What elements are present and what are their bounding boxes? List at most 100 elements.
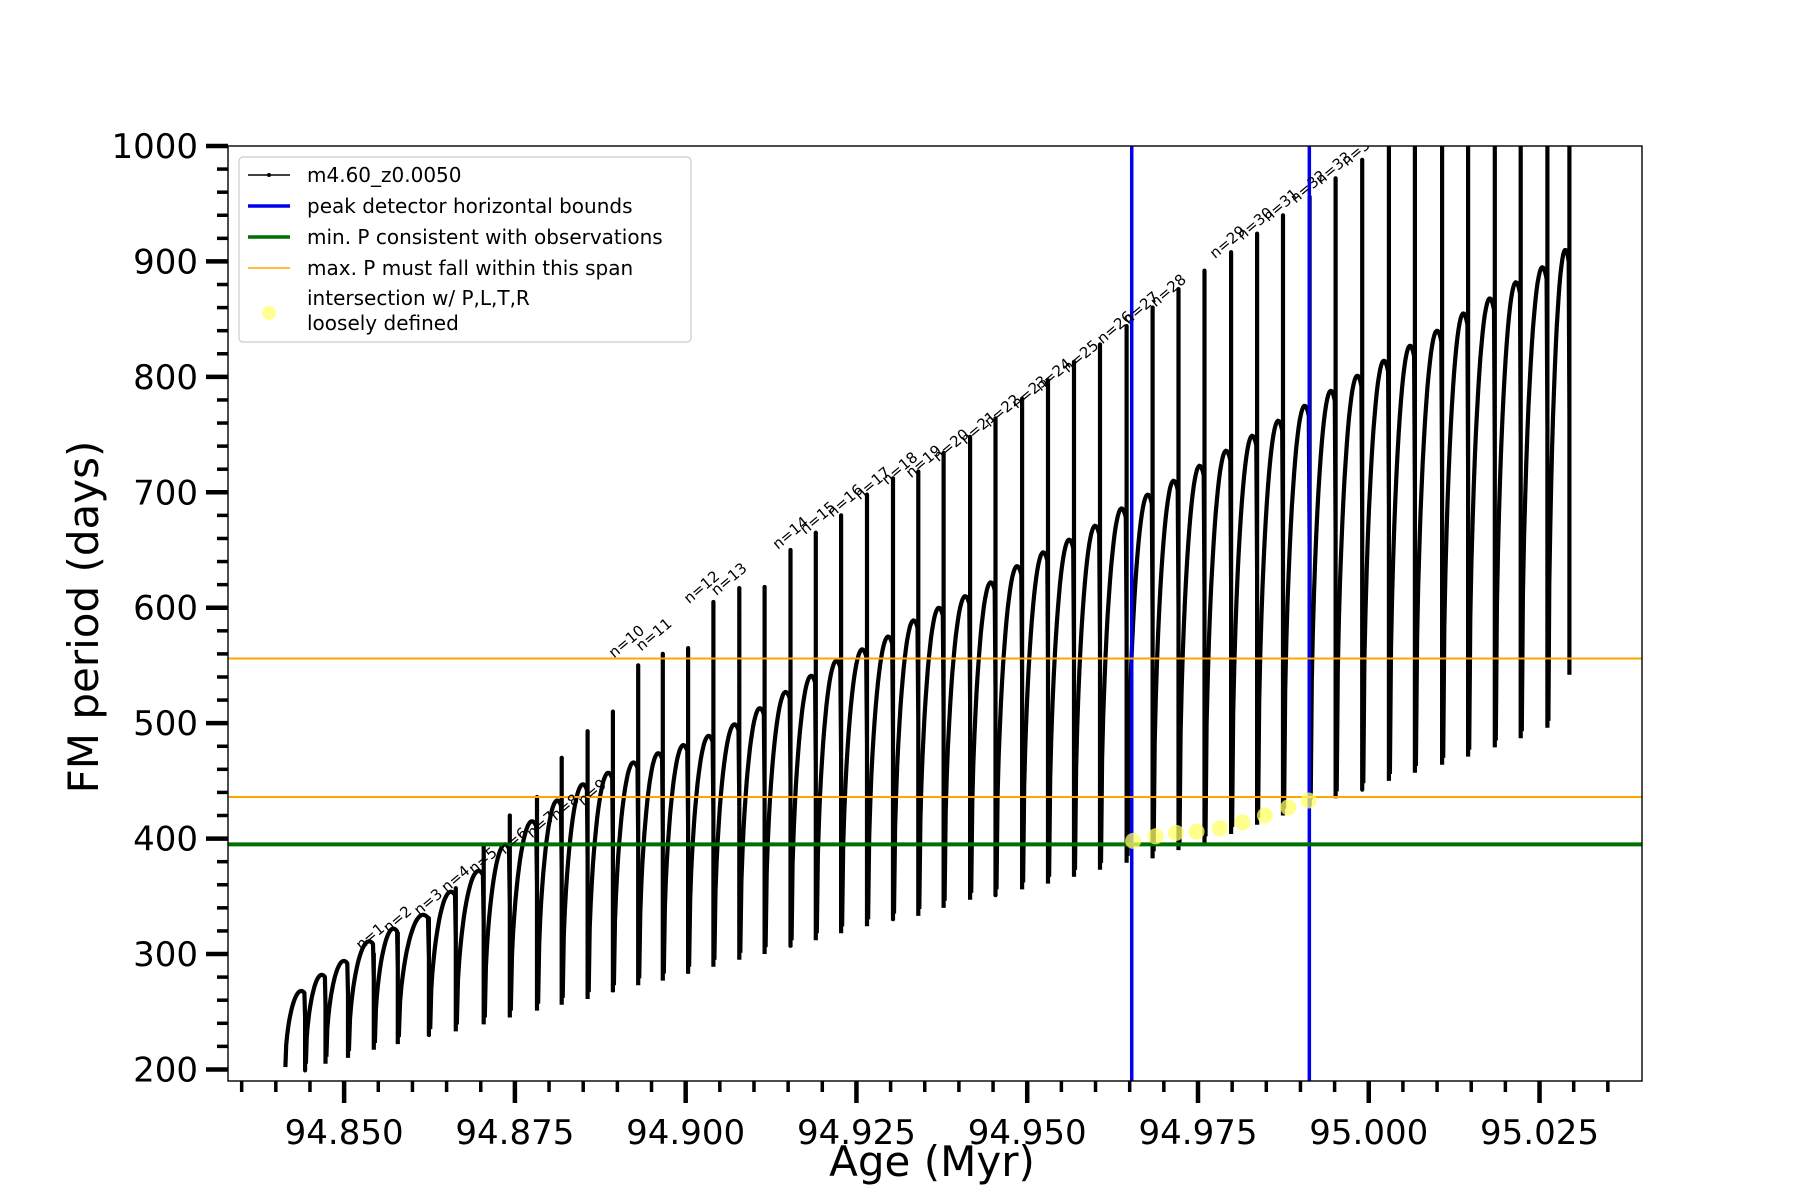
pulse-marker xyxy=(711,681,716,685)
pulse-marker xyxy=(611,772,615,777)
pulse-marker xyxy=(1046,558,1050,563)
pulse-marker xyxy=(737,739,742,743)
pulse-marker xyxy=(1281,366,1285,371)
pulse-marker xyxy=(636,717,641,722)
pulse-marker xyxy=(1440,252,1444,256)
legend-label: max. P must fall within this span xyxy=(307,256,633,280)
pulse-marker xyxy=(1413,441,1417,445)
pulse-marker xyxy=(891,593,895,598)
pulse-marker xyxy=(788,602,793,606)
pulse-marker xyxy=(1466,234,1470,238)
pulse-marker xyxy=(1150,395,1155,400)
pulse-marker xyxy=(371,952,376,956)
pulse-marker xyxy=(1440,531,1444,535)
pulse-marker xyxy=(1333,572,1338,577)
pulse-marker xyxy=(1255,429,1259,434)
pulse-marker xyxy=(1492,405,1497,409)
pulse-marker xyxy=(1360,410,1365,414)
pulse-marker xyxy=(1333,455,1338,460)
pulse-marker xyxy=(1545,324,1550,328)
pulse-marker xyxy=(1150,629,1155,634)
pulse-marker xyxy=(993,479,998,484)
pulse-marker xyxy=(686,817,690,821)
pulse-marker xyxy=(916,685,921,690)
pulse-marker xyxy=(1202,511,1207,516)
pulse-marker xyxy=(865,699,869,704)
pulse-marker xyxy=(1150,566,1155,571)
pulse-marker xyxy=(1492,297,1497,301)
highlight-point xyxy=(1125,832,1142,849)
pulse-marker xyxy=(660,661,665,665)
pulse-marker xyxy=(1545,153,1550,157)
pulse-marker xyxy=(611,853,615,858)
pulse-marker xyxy=(1046,513,1050,518)
pulse-marker xyxy=(762,630,767,634)
pulse-marker xyxy=(1360,518,1365,522)
pulse-marker xyxy=(1255,249,1259,254)
pulse-marker xyxy=(1492,351,1497,355)
pulse-marker xyxy=(1020,576,1024,581)
pulse-marker xyxy=(813,701,818,706)
pulse-marker xyxy=(1176,575,1181,579)
pulse-marker xyxy=(1202,412,1207,417)
pulse-marker xyxy=(1202,376,1207,381)
pulse-marker xyxy=(1333,599,1338,604)
legend-entry: max. P must fall within this span xyxy=(248,256,633,280)
pulse-marker xyxy=(1413,414,1417,418)
pulse-marker xyxy=(865,780,869,785)
pulse-marker xyxy=(1492,216,1497,220)
pulse-marker xyxy=(1567,279,1572,283)
pulse-marker xyxy=(1281,528,1285,533)
pulse-marker xyxy=(865,618,869,623)
pulse-marker xyxy=(891,629,895,634)
pulse-cycle xyxy=(1387,146,1417,775)
pulse-marker xyxy=(1518,513,1523,517)
pulse-marker xyxy=(1545,504,1550,508)
pulse-marker xyxy=(1281,609,1285,614)
pulse-cycle xyxy=(324,958,351,1058)
pulse-marker xyxy=(1333,410,1338,415)
pulse-marker xyxy=(1387,540,1391,544)
pulse-marker xyxy=(1466,459,1470,463)
pulse-marker xyxy=(865,582,869,587)
pulse-marker xyxy=(1387,180,1391,184)
pulse-marker xyxy=(968,462,972,466)
pulse-marker xyxy=(1567,432,1572,436)
pulse-marker xyxy=(1360,536,1365,540)
pulse-marker xyxy=(1229,322,1233,327)
legend-entry: peak detector horizontal bounds xyxy=(248,194,633,218)
pulse-marker xyxy=(1387,594,1391,598)
pulse-marker xyxy=(1124,531,1129,535)
pulse-marker xyxy=(1440,189,1444,193)
pulse-marker xyxy=(1492,198,1497,202)
pulse-marker xyxy=(839,729,843,734)
pulse-marker xyxy=(813,674,818,679)
pulse-marker xyxy=(1229,826,1233,831)
pulse-marker xyxy=(507,894,512,899)
pulse-marker xyxy=(1150,665,1155,670)
pulse-marker xyxy=(1567,351,1572,355)
pulse-marker xyxy=(762,666,767,670)
pulse-marker xyxy=(1255,303,1259,308)
pulse-marker xyxy=(1360,590,1365,594)
pulse-marker xyxy=(1360,365,1365,369)
pulse-marker xyxy=(941,604,946,608)
pulse-cycle xyxy=(994,396,1025,890)
pulse-marker xyxy=(395,967,400,972)
pulse-marker xyxy=(839,576,843,581)
pulse-marker xyxy=(711,780,716,784)
pulse-marker xyxy=(1255,393,1259,398)
pulse-marker xyxy=(686,970,690,974)
pulse-marker xyxy=(1518,549,1523,553)
pulse-marker xyxy=(1072,711,1076,715)
pulse-marker xyxy=(1545,405,1550,409)
pulse-marker xyxy=(1046,630,1050,635)
pulse-marker xyxy=(1440,441,1444,445)
pulse-marker xyxy=(968,525,972,529)
pulse-marker xyxy=(481,879,486,884)
pulse-marker xyxy=(1333,302,1338,307)
pulse-marker xyxy=(1333,293,1338,298)
pulse-marker xyxy=(1229,574,1233,579)
pulse-marker xyxy=(865,771,869,776)
pulse-marker xyxy=(1098,603,1102,608)
